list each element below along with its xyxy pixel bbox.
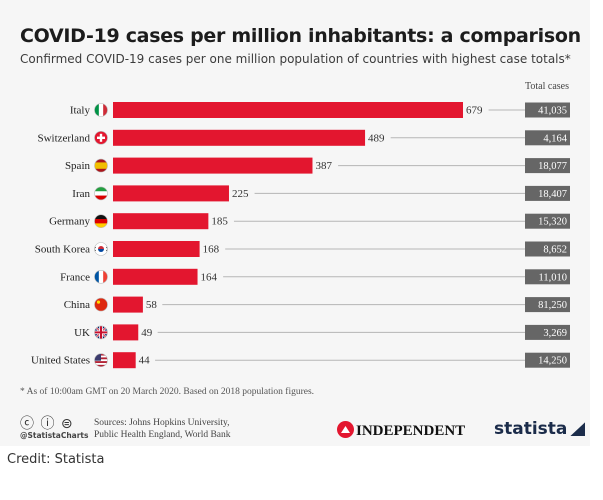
bar-germany: [113, 213, 209, 230]
country-label-switzerland: Switzerland: [37, 132, 90, 144]
uk-flag: [94, 325, 108, 340]
chart-title: COVID-19 cases per million inhabitants: …: [20, 25, 581, 47]
country-label-iran: Iran: [72, 188, 90, 200]
total-cases-value-united-states: 14,250: [538, 356, 567, 367]
country-label-united-states: United States: [31, 355, 90, 367]
total-cases-value-uk: 3,269: [543, 328, 567, 339]
total-cases-box-france: [525, 269, 570, 285]
total-cases-header: Total cases: [525, 81, 569, 92]
image-credit: Credit: Statista: [7, 452, 105, 467]
sources-line: Sources: Johns Hopkins University,: [94, 418, 230, 428]
germany-flag: [94, 214, 108, 228]
independent-logo: INDEPENDENT: [337, 421, 465, 440]
bar-france: [113, 268, 198, 285]
total-cases-box-italy: [525, 102, 570, 118]
united-states-flag: [94, 353, 108, 368]
statista-logo-text: statista: [494, 419, 568, 439]
total-cases-value-italy: 41,035: [538, 106, 567, 117]
total-cases-box-germany: [525, 213, 570, 229]
total-cases-box-switzerland: [525, 130, 570, 146]
total-cases-box-uk: [525, 324, 570, 340]
spain-flag: [94, 158, 108, 173]
total-cases-box-china: [525, 297, 570, 313]
value-label-italy: 679: [466, 105, 483, 117]
value-label-spain: 387: [315, 160, 332, 172]
bar-italy: [113, 102, 463, 118]
statista-logo: statista: [494, 419, 586, 439]
statista-handle: @StatistaCharts: [20, 431, 89, 440]
country-label-china: China: [64, 299, 90, 311]
footnote: * As of 10:00am GMT on 20 March 2020. Ba…: [20, 387, 315, 397]
country-label-germany: Germany: [49, 216, 90, 228]
country-label-uk: UK: [74, 327, 90, 339]
total-cases-box-iran: [525, 185, 570, 201]
independent-logo-text: INDEPENDENT: [356, 423, 466, 439]
bar-china: [113, 296, 143, 313]
value-label-germany: 185: [211, 216, 228, 228]
bar-south-korea: [113, 241, 200, 257]
sources-line: Public Health England, World Bank: [94, 430, 231, 440]
bar-uk: [113, 324, 139, 341]
total-cases-value-south-korea: 8,652: [543, 245, 567, 256]
value-label-uk: 49: [141, 327, 153, 339]
iran-flag: [94, 186, 108, 201]
value-label-iran: 225: [232, 188, 249, 200]
total-cases-box-united-states: [525, 352, 570, 368]
china-flag: [94, 297, 108, 312]
country-label-italy: Italy: [70, 105, 91, 117]
value-label-switzerland: 489: [368, 132, 385, 144]
total-cases-box-south-korea: [525, 241, 570, 257]
value-label-france: 164: [201, 271, 218, 283]
bar-united-states: [113, 352, 136, 369]
country-label-south-korea: South Korea: [35, 244, 90, 256]
france-flag: [94, 269, 108, 284]
chart-subtitle: Confirmed COVID-19 cases per one million…: [20, 52, 571, 66]
total-cases-value-spain: 18,077: [538, 161, 567, 172]
total-cases-value-france: 11,010: [539, 272, 568, 283]
italy-flag: [94, 103, 108, 117]
total-cases-value-china: 81,250: [538, 300, 567, 311]
switzerland-flag: [94, 131, 108, 145]
bar-spain: [113, 157, 313, 174]
total-cases-value-germany: 15,320: [538, 217, 567, 228]
country-label-france: France: [60, 271, 90, 283]
value-label-china: 58: [146, 299, 158, 311]
total-cases-value-iran: 18,407: [538, 189, 567, 200]
sources: Sources: Johns Hopkins University, Publi…: [94, 417, 231, 441]
creative-commons-icon: ⓒ ⓘ ⊜: [20, 416, 74, 432]
total-cases-value-switzerland: 4,164: [543, 133, 567, 144]
country-label-spain: Spain: [65, 160, 91, 172]
total-cases-box-spain: [525, 158, 570, 174]
south-korea-flag: [94, 242, 108, 256]
value-label-south-korea: 168: [203, 244, 220, 256]
statista-mark-icon: [570, 422, 586, 436]
bar-iran: [113, 185, 229, 202]
bar-switzerland: [113, 129, 366, 146]
value-label-united-states: 44: [139, 355, 151, 367]
independent-eagle-icon: [337, 421, 354, 438]
